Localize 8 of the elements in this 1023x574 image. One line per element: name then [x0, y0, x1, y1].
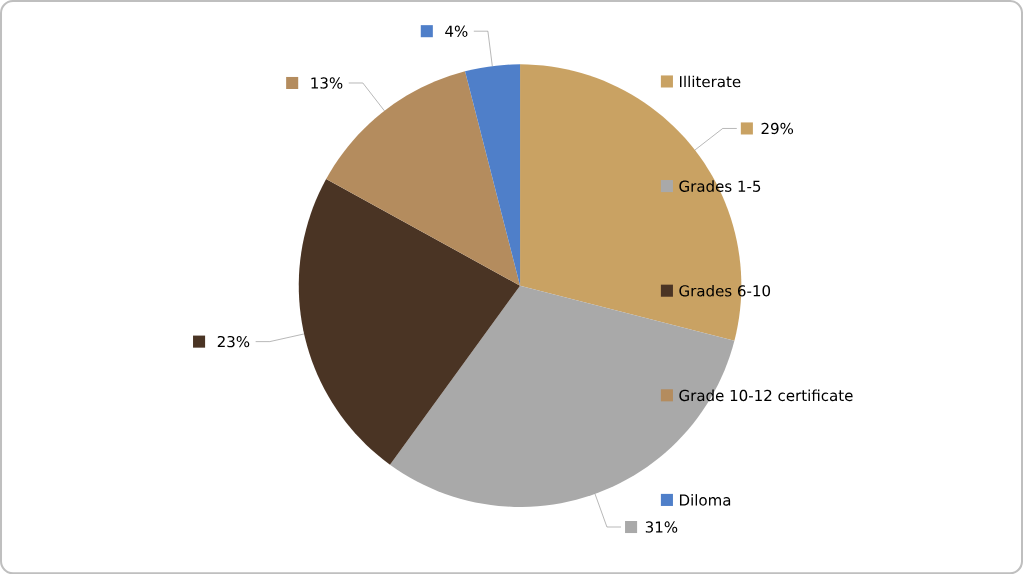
data-label: 29%	[761, 122, 794, 134]
legend-label: Grade 10-12 certificate	[679, 389, 853, 401]
data-label: 23%	[217, 335, 250, 348]
legend-label: Diloma	[679, 493, 731, 506]
legend-label: Illiterate	[679, 75, 741, 88]
data-label: 4%	[445, 25, 468, 37]
data-label: 31%	[645, 521, 678, 533]
data-label: 13%	[311, 77, 343, 89]
